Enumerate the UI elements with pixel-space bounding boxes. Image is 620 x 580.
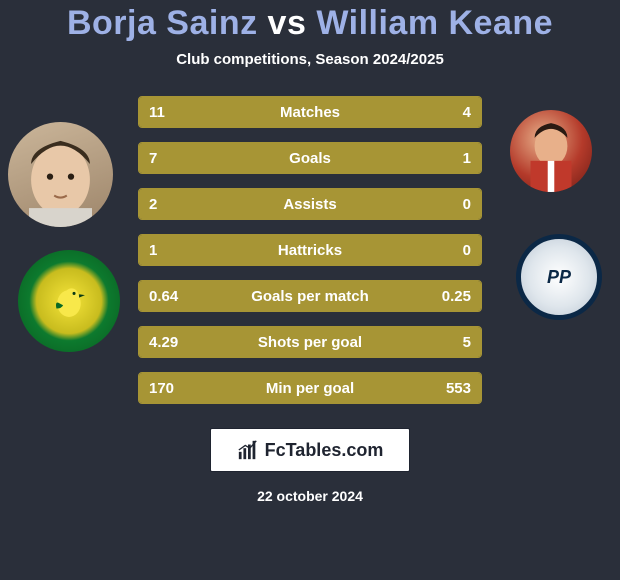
title-player-left: Borja Sainz bbox=[67, 4, 258, 42]
player-left-avatar bbox=[8, 122, 113, 227]
title-vs: vs bbox=[258, 4, 317, 42]
team-right-crest-text: PP bbox=[547, 267, 571, 288]
title-player-right: William Keane bbox=[316, 4, 553, 42]
stat-label: Hattricks bbox=[139, 235, 481, 265]
stat-row: 20Assists bbox=[138, 188, 482, 220]
player-right-avatar bbox=[510, 110, 592, 192]
date-label: 22 october 2024 bbox=[257, 488, 363, 504]
team-left-crest bbox=[18, 250, 120, 352]
stat-row: 170553Min per goal bbox=[138, 372, 482, 404]
stat-row: 10Hattricks bbox=[138, 234, 482, 266]
stat-label: Shots per goal bbox=[139, 327, 481, 357]
team-right-crest: PP bbox=[516, 234, 602, 320]
player-left-face-icon bbox=[8, 122, 113, 227]
stat-row: 4.295Shots per goal bbox=[138, 326, 482, 358]
stat-row: 114Matches bbox=[138, 96, 482, 128]
stat-label: Goals bbox=[139, 143, 481, 173]
page-title: Borja Sainz vs William Keane bbox=[67, 4, 553, 43]
stats-block: 114Matches 71Goals 20Assists 10Hattricks 0.6… bbox=[138, 96, 482, 404]
stat-row: 0.640.25Goals per match bbox=[138, 280, 482, 312]
chart-icon bbox=[237, 439, 259, 461]
canary-icon bbox=[48, 280, 90, 322]
stat-label: Assists bbox=[139, 189, 481, 219]
brand-text: FcTables.com bbox=[265, 440, 384, 461]
player-right-face-icon bbox=[510, 110, 592, 192]
subtitle: Club competitions, Season 2024/2025 bbox=[176, 51, 444, 68]
stat-label: Min per goal bbox=[139, 373, 481, 403]
stat-label: Goals per match bbox=[139, 281, 481, 311]
comparison-card: Borja Sainz vs William Keane Club compet… bbox=[0, 0, 620, 580]
stat-row: 71Goals bbox=[138, 142, 482, 174]
brand-badge: FcTables.com bbox=[210, 428, 411, 472]
stat-label: Matches bbox=[139, 97, 481, 127]
